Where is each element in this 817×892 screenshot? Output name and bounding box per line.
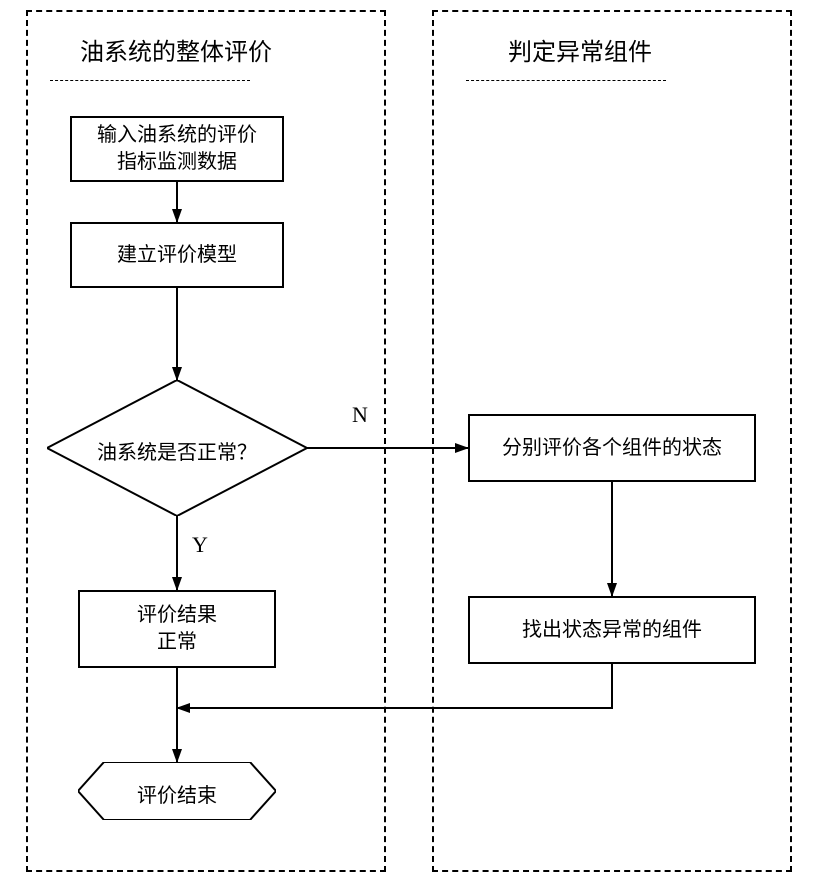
panel-left-title: 油系统的整体评价 [80,32,272,67]
node-decision-label: 油系统是否正常？ [47,436,307,465]
node-end: 评价结束 [78,762,276,820]
panel-right-underline [466,80,666,81]
node-decision: 油系统是否正常？ [47,380,307,516]
node-eval-each-label: 分别评价各个组件的状态 [502,435,722,462]
node-end-label: 评价结束 [78,779,276,808]
branch-label-n: N [352,402,368,428]
branch-label-y: Y [192,532,208,558]
node-eval-each: 分别评价各个组件的状态 [468,414,756,482]
panel-right-title: 判定异常组件 [508,32,652,67]
panel-left-underline [50,80,250,81]
node-build-model-label: 建立评价模型 [117,242,237,269]
node-find-abnormal: 找出状态异常的组件 [468,596,756,664]
node-result-normal-label: 评价结果正常 [137,602,217,656]
node-result-normal: 评价结果正常 [78,590,276,668]
node-build-model: 建立评价模型 [70,222,284,288]
node-input-data-label: 输入油系统的评价指标监测数据 [97,122,257,176]
node-find-abnormal-label: 找出状态异常的组件 [522,617,702,644]
node-input-data: 输入油系统的评价指标监测数据 [70,116,284,182]
